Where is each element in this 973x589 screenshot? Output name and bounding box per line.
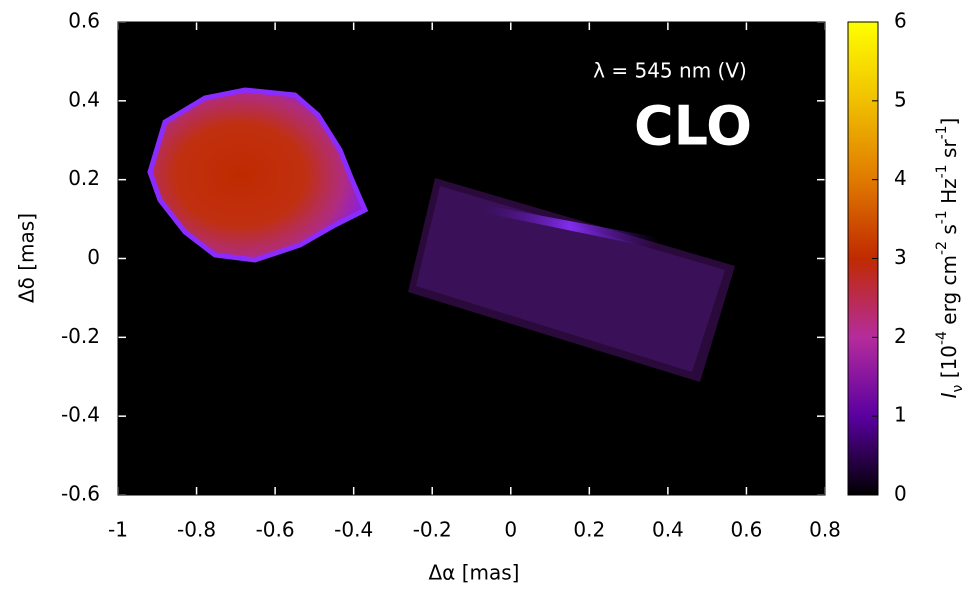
y-tick-label: -0.6: [61, 482, 100, 506]
colorbar-label-part: sr: [937, 139, 961, 165]
colorbar-label-part: -1: [934, 164, 950, 178]
colorbar-tick-label: 4: [894, 166, 907, 190]
annotation: CLO: [634, 95, 752, 158]
x-axis-label: Δα [mas]: [429, 561, 520, 585]
x-tick-label: 0.2: [573, 518, 605, 542]
y-tick-label: -0.2: [61, 324, 100, 348]
colorbar-label-part: -4: [934, 331, 950, 345]
colorbar-label-part: Hz: [937, 178, 961, 210]
x-tick-label: -0.4: [334, 518, 373, 542]
x-tick-label: 0: [504, 518, 517, 542]
y-tick-label: 0: [87, 245, 100, 269]
colorbar-tick-label: 3: [894, 245, 907, 269]
x-tick-label: 0.4: [652, 518, 684, 542]
colorbar-tick-label: 6: [894, 9, 907, 33]
y-axis-label: Δδ [mas]: [15, 213, 39, 303]
x-tick-label: 0.6: [731, 518, 763, 542]
colorbar-label-part: s: [937, 224, 961, 241]
x-tick-label: -0.2: [413, 518, 452, 542]
colorbar-label-part: -1: [934, 210, 950, 224]
x-tick-label: 0.8: [809, 518, 841, 542]
colorbar-label: Iν [10-4 erg cm-2 s-1 Hz-1 sr-1]: [934, 118, 966, 399]
colorbar-label-part: [10: [937, 345, 961, 385]
y-tick-label: 0.4: [68, 87, 100, 111]
x-tick-label: -0.8: [177, 518, 216, 542]
y-tick-label: 0.6: [68, 9, 100, 33]
colorbar-tick-label: 0: [894, 482, 907, 506]
y-tick-label: 0.2: [68, 166, 100, 190]
x-tick-label: -1: [108, 518, 128, 542]
colorbar-label-part: -2: [934, 241, 950, 255]
colorbar-label-part: ]: [937, 118, 961, 126]
chart: λ = 545 nm (V) CLO Δα [mas] Δδ [mas] Iν …: [0, 0, 973, 589]
y-tick-label: -0.4: [61, 403, 100, 427]
colorbar-label-part: erg cm: [937, 255, 961, 331]
colorbar-label-part: -1: [934, 125, 950, 139]
colorbar-tick-label: 5: [894, 87, 907, 111]
colorbar-tick-label: 2: [894, 324, 907, 348]
annotation: λ = 545 nm (V): [593, 59, 747, 83]
x-tick-label: -0.6: [256, 518, 295, 542]
colorbar-label-part: ν: [950, 384, 966, 392]
colorbar-tick-label: 1: [894, 403, 907, 427]
